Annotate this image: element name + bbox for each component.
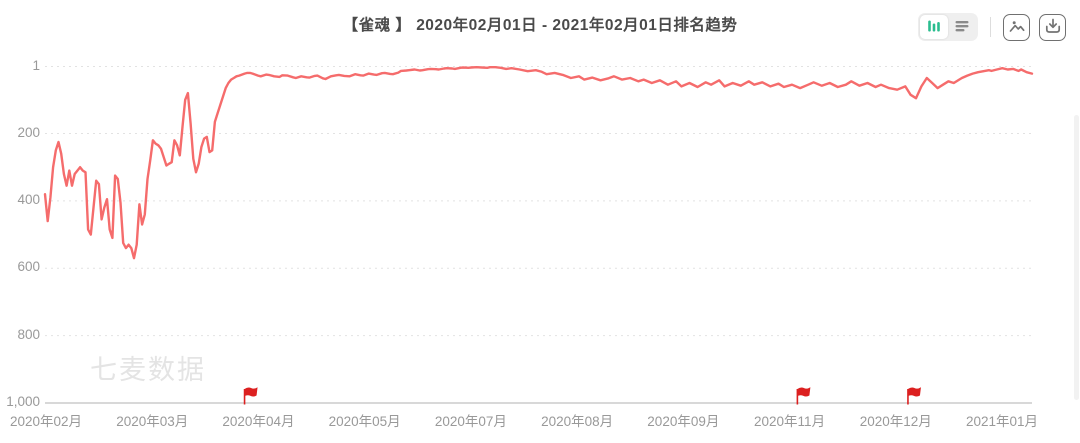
toolbar-divider [990, 17, 991, 37]
view-toggle [918, 13, 978, 41]
chart-header: 【雀魂 】 2020年02月01日 - 2021年02月01日排名趋势 [0, 0, 1080, 52]
flag-banner [907, 387, 921, 397]
rank-trend-line [43, 66, 1034, 260]
event-flag-marker[interactable] [907, 387, 921, 405]
watermark: 七麦数据 [90, 355, 206, 385]
list-icon [953, 17, 971, 38]
flag-banner [244, 387, 258, 397]
chart-title: 【雀魂 】 2020年02月01日 - 2021年02月01日排名趋势 [342, 17, 738, 34]
event-flag-marker[interactable] [243, 387, 258, 405]
event-flag-marker[interactable] [796, 387, 811, 405]
chart-view-button[interactable] [920, 15, 948, 39]
scrollbar[interactable] [1074, 115, 1079, 400]
bar-chart-icon [925, 17, 943, 38]
download-icon [1044, 17, 1062, 38]
download-button[interactable] [1039, 13, 1066, 41]
image-icon [1008, 17, 1026, 38]
list-view-button[interactable] [948, 15, 976, 39]
chart-toolbar [918, 13, 1066, 41]
flag-banner [797, 387, 811, 397]
export-image-button[interactable] [1003, 13, 1030, 41]
